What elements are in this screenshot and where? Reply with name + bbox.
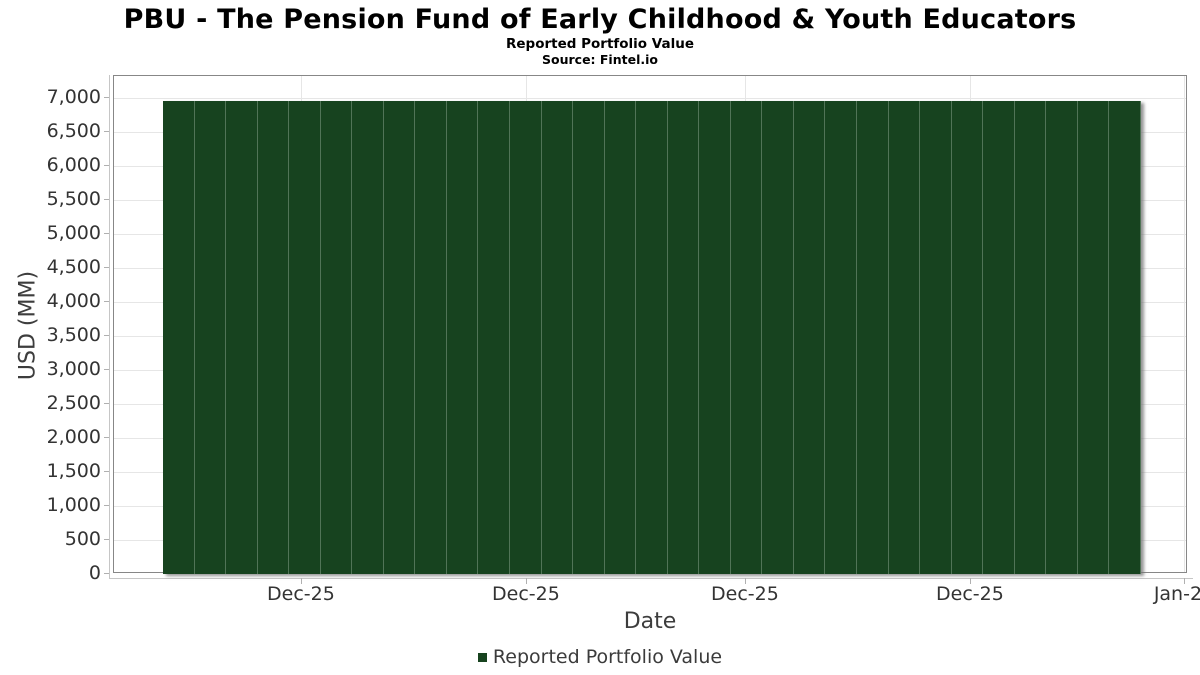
legend-item-reported-portfolio-value[interactable]: Reported Portfolio Value bbox=[477, 646, 723, 668]
bar[interactable] bbox=[320, 101, 353, 574]
y-tick-label: 6,000 bbox=[46, 154, 101, 177]
bar[interactable] bbox=[699, 101, 731, 574]
y-tick-mark bbox=[104, 369, 109, 370]
y-tick-label: 5,500 bbox=[46, 188, 101, 211]
x-tick-mark bbox=[744, 578, 746, 584]
bar[interactable] bbox=[446, 101, 479, 574]
bar[interactable] bbox=[478, 101, 510, 574]
y-tick-label: 4,500 bbox=[46, 256, 101, 279]
bar[interactable] bbox=[415, 101, 447, 574]
bar[interactable] bbox=[1109, 101, 1141, 574]
y-tick-mark bbox=[104, 233, 109, 235]
y-tick-mark bbox=[104, 97, 109, 99]
x-gridline bbox=[1184, 76, 1186, 572]
bar[interactable] bbox=[383, 101, 416, 574]
bar[interactable] bbox=[793, 101, 826, 574]
y-tick-mark bbox=[104, 301, 109, 303]
chart-source-label: Source: Fintel.io bbox=[542, 52, 658, 67]
y-tick-mark bbox=[104, 165, 109, 167]
bar[interactable] bbox=[573, 101, 605, 574]
bar[interactable] bbox=[920, 101, 952, 574]
x-tick-label: Dec-25 bbox=[711, 583, 779, 605]
x-axis-title: Date bbox=[623, 609, 677, 634]
y-tick-label: 500 bbox=[64, 528, 101, 550]
bar[interactable] bbox=[1046, 101, 1078, 574]
x-tick-label: Dec-25 bbox=[492, 583, 560, 605]
y-tick-label: 6,500 bbox=[46, 120, 101, 143]
y-tick-label: 4,000 bbox=[46, 290, 101, 313]
bar[interactable] bbox=[604, 101, 637, 574]
x-axis-line bbox=[109, 578, 1193, 579]
bar[interactable] bbox=[289, 101, 321, 574]
x-tick-label: Jan-26 bbox=[1153, 583, 1200, 605]
x-tick-mark bbox=[1183, 578, 1185, 584]
bar[interactable] bbox=[1014, 101, 1047, 574]
x-tick-mark bbox=[969, 578, 971, 584]
y-tick-mark bbox=[104, 267, 109, 269]
bar[interactable] bbox=[983, 101, 1015, 574]
bar[interactable] bbox=[857, 101, 889, 574]
legend-swatch-icon bbox=[477, 652, 487, 662]
y-gridline bbox=[114, 97, 1186, 99]
y-tick-label: 7,000 bbox=[46, 86, 101, 109]
bar-series-reported-portfolio-value bbox=[162, 101, 1141, 574]
y-tick-label: 3,000 bbox=[46, 358, 101, 380]
y-tick-label: 3,500 bbox=[46, 324, 101, 346]
chart-subtitle: Reported Portfolio Value bbox=[506, 36, 694, 52]
y-tick-mark bbox=[104, 437, 109, 438]
y-tick-label: 2,000 bbox=[46, 426, 101, 448]
legend: Reported Portfolio Value bbox=[0, 646, 1200, 668]
bar[interactable] bbox=[194, 101, 227, 574]
y-tick-mark bbox=[104, 131, 109, 133]
bar[interactable] bbox=[762, 101, 794, 574]
bar[interactable] bbox=[541, 101, 574, 574]
chart-title: PBU - The Pension Fund of Early Childhoo… bbox=[123, 4, 1077, 35]
bar[interactable] bbox=[226, 101, 258, 574]
y-tick-label: 1,000 bbox=[46, 494, 101, 516]
x-tick-mark bbox=[300, 578, 302, 584]
plot-area bbox=[113, 75, 1187, 574]
y-tick-mark bbox=[104, 403, 109, 404]
y-tick-label: 2,500 bbox=[46, 392, 101, 414]
x-tick-label: Dec-25 bbox=[267, 583, 335, 605]
bar[interactable] bbox=[1077, 101, 1110, 574]
bar[interactable] bbox=[352, 101, 384, 574]
x-tick-label: Dec-25 bbox=[936, 583, 1004, 605]
bar[interactable] bbox=[730, 101, 763, 574]
bar[interactable] bbox=[509, 101, 542, 574]
bar[interactable] bbox=[825, 101, 858, 574]
y-tick-mark bbox=[104, 505, 109, 506]
bar[interactable] bbox=[888, 101, 921, 574]
legend-label: Reported Portfolio Value bbox=[492, 646, 723, 668]
bar[interactable] bbox=[667, 101, 700, 574]
y-tick-mark bbox=[104, 573, 109, 574]
bar[interactable] bbox=[162, 101, 195, 574]
y-tick-mark bbox=[104, 199, 109, 201]
bar[interactable] bbox=[951, 101, 984, 574]
y-tick-mark bbox=[104, 335, 109, 336]
y-tick-mark bbox=[104, 471, 109, 472]
x-tick-mark bbox=[525, 578, 527, 584]
y-axis-line bbox=[109, 75, 110, 579]
bar[interactable] bbox=[636, 101, 668, 574]
y-tick-label: 1,500 bbox=[46, 460, 101, 482]
y-tick-label: 0 bbox=[88, 562, 101, 584]
bar[interactable] bbox=[257, 101, 290, 574]
y-tick-label: 5,000 bbox=[46, 222, 101, 245]
y-tick-mark bbox=[104, 539, 109, 540]
